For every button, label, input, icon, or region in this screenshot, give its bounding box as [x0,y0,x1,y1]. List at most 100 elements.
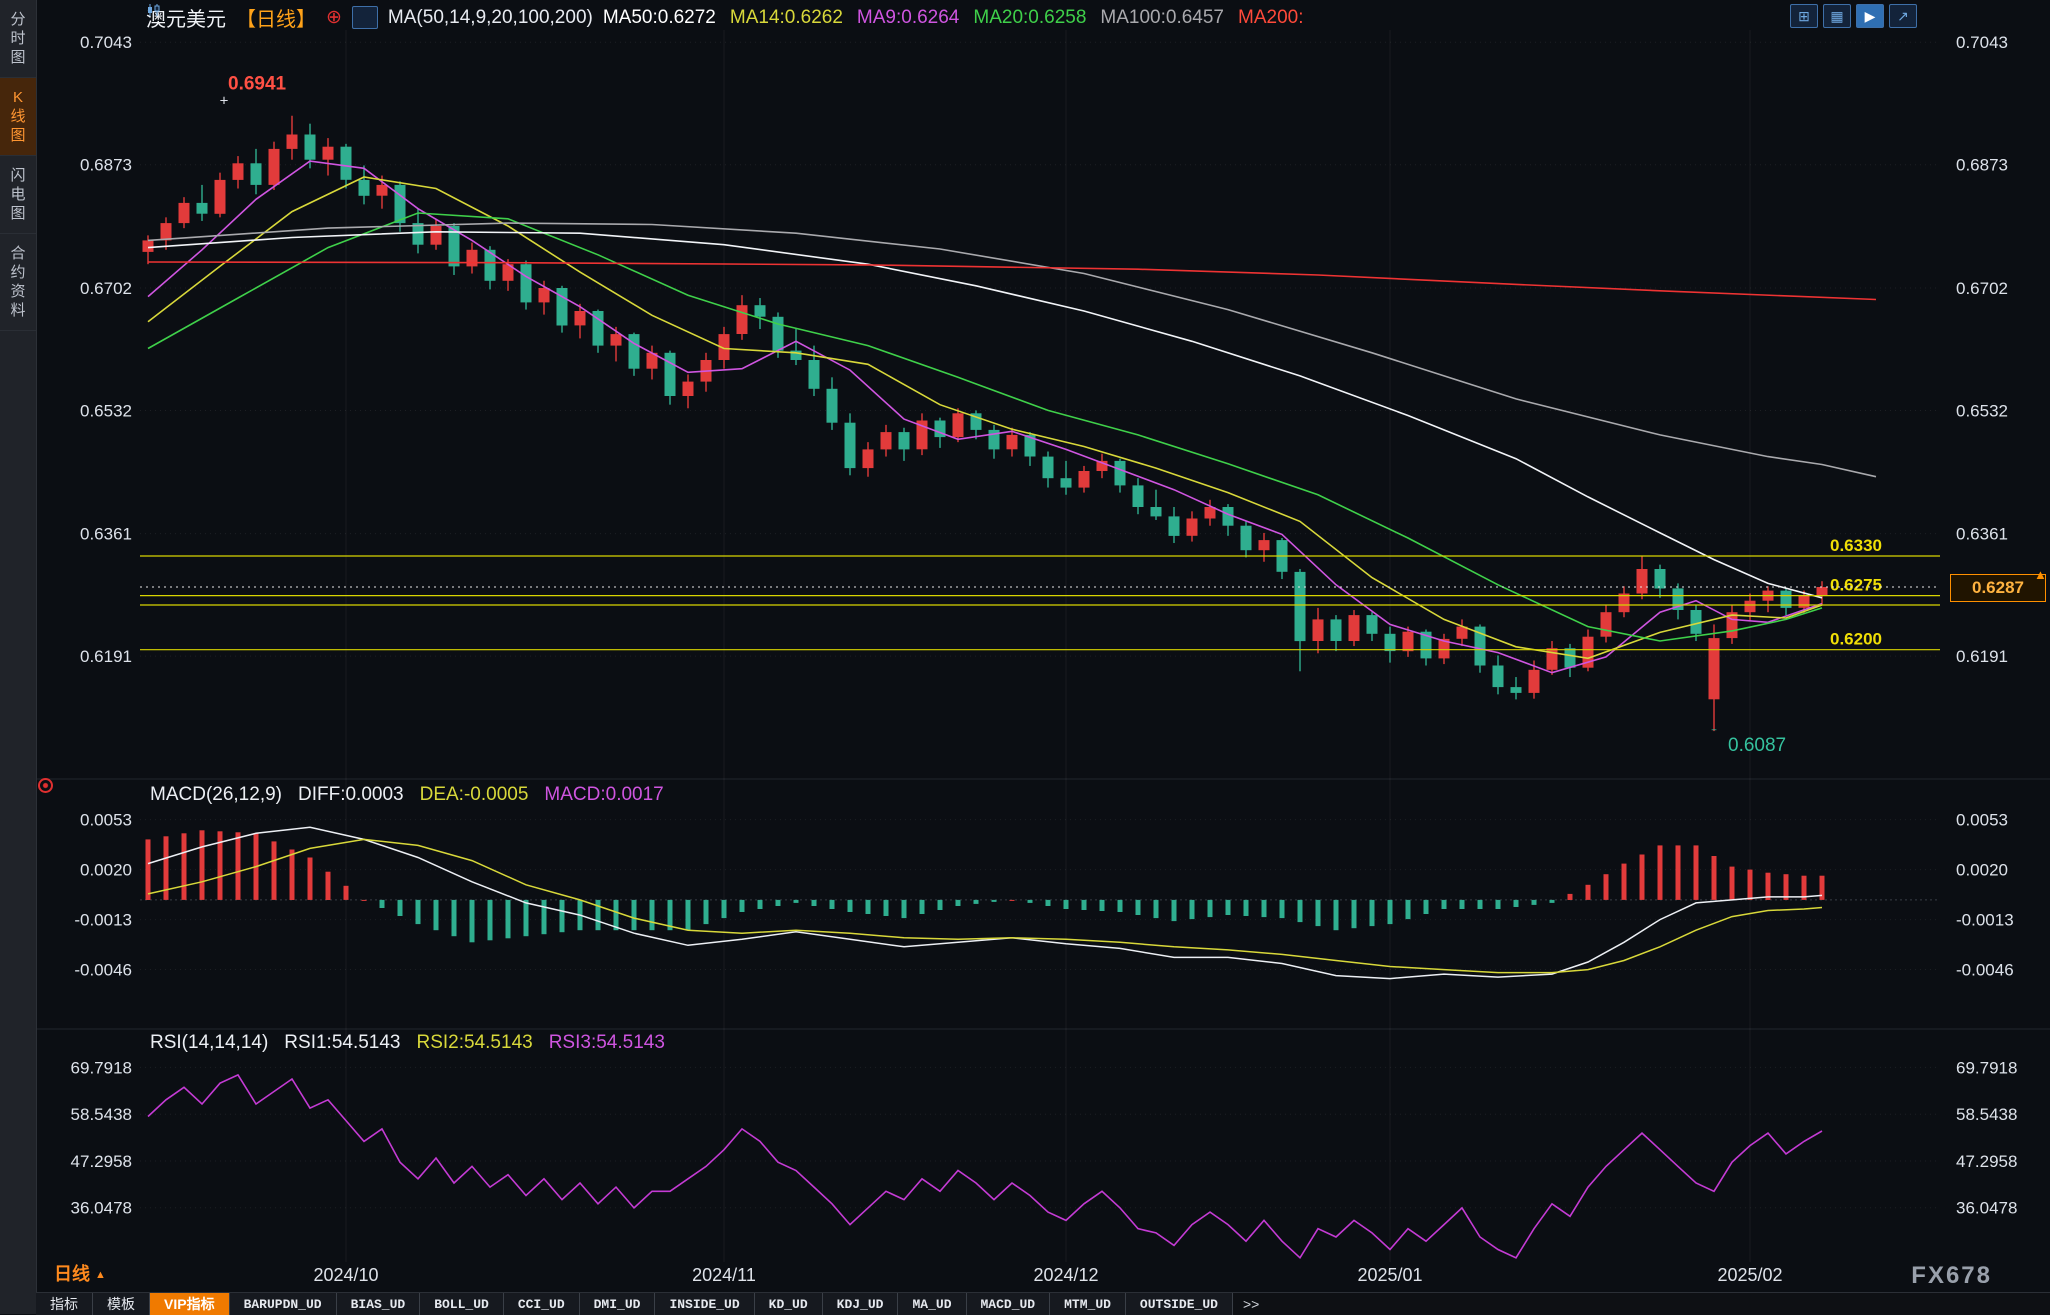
toolbar-tab-MACD_UD[interactable]: MACD_UD [966,1293,1051,1315]
toolbar-tab-OUTSIDE_UD[interactable]: OUTSIDE_UD [1125,1293,1233,1315]
svg-text:0.6941: 0.6941 [228,74,287,95]
macd-params-label: MACD(26,12,9) [150,784,282,805]
drawing-anchor-icon[interactable] [38,778,53,793]
period-tag[interactable]: 【日线】 [236,9,316,31]
toolbar-tab-MTM_UD[interactable]: MTM_UD [1050,1293,1126,1315]
ma-value-label: MA200: [1238,6,1304,28]
price-axis-ticks: 0.7043 0.7043 0.6873 0.6873 0.6702 0.6702 0.65… [80,33,2008,666]
svg-text:2024/11: 2024/11 [692,1265,756,1285]
ma-line-MA14 [147,176,1823,660]
sidebar-item-分时图[interactable]: 分时图 [0,0,36,78]
svg-text:0.6087: 0.6087 [1728,735,1786,756]
chart-header: 澳元美元 【日线】 ⊕ MA(50,14,9,20,100,200) MA50:… [146,3,1317,32]
toolbar-tab-DMI_UD[interactable]: DMI_UD [579,1293,656,1315]
ma-line-MA50 [147,230,1823,599]
top-icon-strip: ⊞ ▦ ▶ ↗ [1790,4,1917,28]
svg-text:0.6702: 0.6702 [80,279,132,298]
candlestick-series[interactable] [142,115,1828,732]
svg-text:2024/12: 2024/12 [1033,1265,1098,1285]
sidebar-item-合约资料[interactable]: 合约资料 [0,234,36,331]
toolbar-tab-KD_UD[interactable]: KD_UD [754,1293,823,1315]
toolbar-tab-KDJ_UD[interactable]: KDJ_UD [822,1293,899,1315]
sidebar-item-闪电图[interactable]: 闪电图 [0,156,36,234]
indicator-toolbar: 指标 模板 VIP指标 BARUPDN_UD BIAS_UD BOLL_UD CCI_UD D… [36,1292,2050,1315]
svg-text:0.6532: 0.6532 [80,401,132,420]
svg-text:0.6191: 0.6191 [1956,647,2008,666]
ma-line-MA20 [147,212,1823,642]
svg-text:0.0020: 0.0020 [1956,861,2008,880]
svg-text:-0.0046: -0.0046 [74,961,132,980]
svg-text:0.0053: 0.0053 [80,811,132,830]
svg-text:47.2958: 47.2958 [71,1152,132,1171]
svg-text:2025/01: 2025/01 [1357,1265,1422,1285]
svg-text:0.6532: 0.6532 [1956,401,2008,420]
ma-value-label: MA100:0.6457 [1100,6,1224,28]
mini-candle-icon [148,4,160,16]
svg-text:0.6191: 0.6191 [80,647,132,666]
current-price-value: 0.6287 [1972,577,2024,597]
add-overlay-icon[interactable]: ⊕ [326,7,342,28]
chart-canvas[interactable]: 2024/10 2024/11 2024/12 2025/01 2025/02 0.704… [36,0,2050,1314]
layout-grid-icon[interactable]: ⊞ [1790,4,1818,28]
ma-value-label: MA20:0.6258 [973,6,1087,28]
new-window-icon[interactable]: ↗ [1889,4,1917,28]
current-price-box: 0.6287 [1950,573,2046,602]
chart-style-icon[interactable] [148,4,378,29]
ma-params-label: MA(50,14,9,20,100,200) [387,6,593,28]
watermark: FX678 [1911,1262,1992,1289]
svg-text:0.7043: 0.7043 [80,33,132,52]
split-pane-icon[interactable]: ▦ [1823,4,1851,28]
svg-text:+: + [220,93,229,110]
ma-line-MA200 [147,261,1877,301]
toolbar-tab-MA_UD[interactable]: MA_UD [898,1293,967,1315]
macd-header: MACD(26,12,9) DIFF:0.0003 DEA:-0.0005 MA… [150,784,664,806]
svg-text:‾: ‾ [1711,728,1717,742]
toolbar-tab-INSIDE_UD[interactable]: INSIDE_UD [655,1293,755,1315]
rsi-params-label: RSI(14,14,14) [150,1032,269,1053]
svg-text:58.5438: 58.5438 [71,1105,132,1124]
ma-line-MA9 [147,160,1823,674]
ma-value-label: MA50:0.6272 [602,6,716,28]
chart-area: 2024/10 2024/11 2024/12 2025/01 2025/02 0.704… [36,0,2050,1315]
svg-text:0.7043: 0.7043 [1956,33,2008,52]
rsi3-value: RSI3:54.5143 [548,1032,665,1053]
toolbar-tab-VIP指标[interactable]: VIP指标 [150,1293,230,1315]
macd-diff-line [147,826,1823,980]
rsi-axis-ticks: 69.7918 69.7918 58.5438 58.5438 47.2958 47.29… [71,1058,2018,1217]
latest-price-arrow-icon[interactable]: ▲ [2034,566,2047,582]
svg-text:0.6200: 0.6200 [1830,630,1882,649]
svg-text:2025/02: 2025/02 [1717,1265,1782,1285]
toolbar-tab-模板[interactable]: 模板 [93,1293,150,1315]
svg-text:2024/10: 2024/10 [313,1265,378,1285]
svg-text:-0.0046: -0.0046 [1956,961,2014,980]
ma-value-label: MA9:0.6264 [856,6,960,28]
play-chart-icon[interactable]: ▶ [1856,4,1884,28]
toolbar-more-button[interactable]: >> [1242,1296,1260,1312]
svg-text:-0.0013: -0.0013 [1956,911,2014,930]
timeframe-label: 日线 [54,1264,90,1284]
macd-axis-ticks: 0.0053 0.0053 0.0020 0.0020 -0.0013 -0.0013 -0… [74,811,2013,980]
macd-dea-value: DEA:-0.0005 [419,784,529,805]
svg-text:0.6873: 0.6873 [80,156,132,175]
toolbar-tab-指标[interactable]: 指标 [36,1293,93,1315]
rsi-header: RSI(14,14,14) RSI1:54.5143 RSI2:54.5143 … [150,1032,665,1054]
svg-text:0.0020: 0.0020 [80,861,132,880]
macd-macd-value: MACD:0.0017 [544,784,664,805]
svg-text:47.2958: 47.2958 [1956,1152,2017,1171]
svg-text:0.6702: 0.6702 [1956,279,2008,298]
toolbar-tab-CCI_UD[interactable]: CCI_UD [503,1293,580,1315]
svg-text:0.6873: 0.6873 [1956,156,2008,175]
toolbar-tab-BOLL_UD[interactable]: BOLL_UD [420,1293,504,1315]
timeframe-dropdown[interactable]: 日线 ▲ [54,1260,106,1286]
svg-text:58.5438: 58.5438 [1956,1105,2017,1124]
svg-text:36.0478: 36.0478 [71,1199,132,1218]
svg-text:0.6275: 0.6275 [1830,576,1882,595]
toolbar-tab-BIAS_UD[interactable]: BIAS_UD [336,1293,421,1315]
toolbar-tab-BARUPDN_UD[interactable]: BARUPDN_UD [229,1293,337,1315]
ma-line-MA100 [147,222,1877,478]
macd-dea-line [147,838,1823,974]
macd-histogram [145,830,1825,943]
